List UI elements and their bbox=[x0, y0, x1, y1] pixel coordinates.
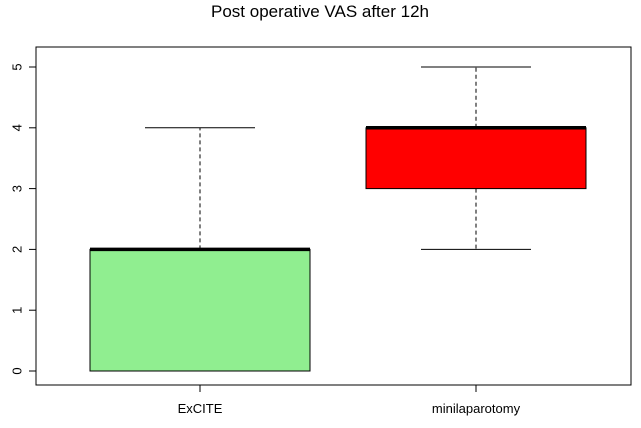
chart-title: Post operative VAS after 12h bbox=[211, 2, 429, 21]
x-tick-label: minilaparotomy bbox=[432, 401, 521, 416]
y-tick-label: 1 bbox=[9, 307, 24, 314]
y-tick-label: 5 bbox=[9, 63, 24, 70]
iqr-box bbox=[365, 127, 587, 190]
plot-frame bbox=[35, 46, 632, 386]
y-tick-label: 2 bbox=[9, 246, 24, 253]
box-excite bbox=[89, 127, 311, 372]
y-axis: 0 1 2 3 4 5 bbox=[9, 63, 36, 375]
y-tick-label: 4 bbox=[9, 124, 24, 131]
x-tick-label: ExCITE bbox=[178, 401, 223, 416]
y-tick-label: 0 bbox=[9, 367, 24, 374]
box-minilaparotomy bbox=[365, 66, 587, 250]
box-series bbox=[89, 66, 587, 372]
iqr-box bbox=[89, 248, 311, 372]
y-tick-label: 3 bbox=[9, 185, 24, 192]
x-axis: ExCITE minilaparotomy bbox=[178, 385, 521, 416]
